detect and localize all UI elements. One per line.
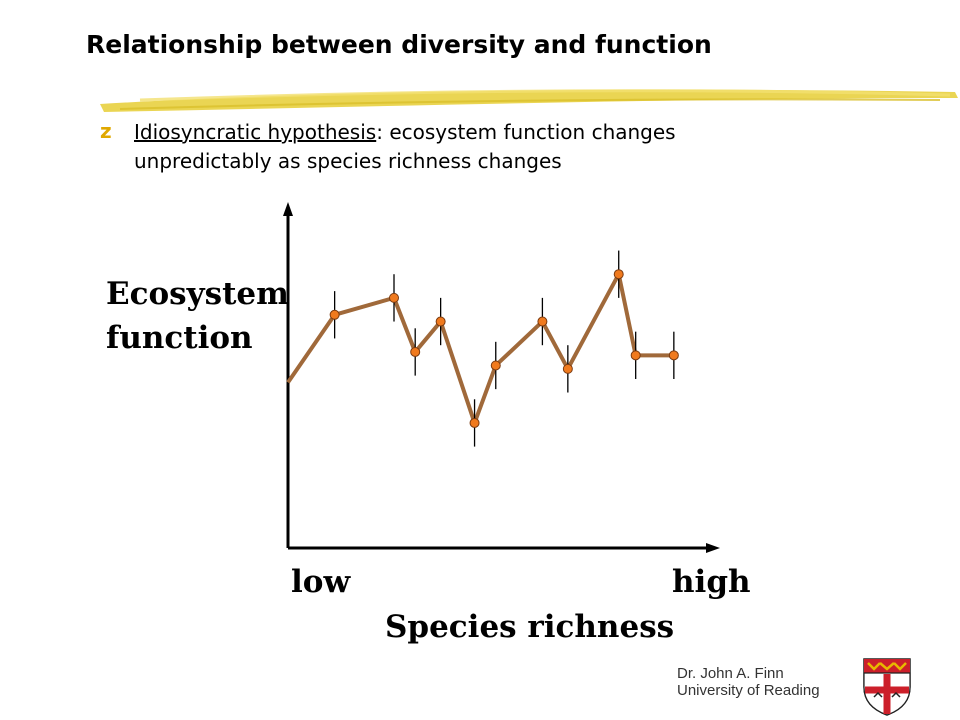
series-line (286, 272, 674, 425)
x-axis-arrow-icon (706, 543, 720, 553)
data-point-9 (613, 269, 624, 280)
data-point-11 (668, 350, 679, 361)
x-axis-high-label: high (672, 564, 751, 600)
data-point-10 (630, 350, 641, 361)
data-point-4 (435, 316, 446, 327)
bullet-line2: unpredictably as species richness change… (134, 149, 562, 173)
data-point-7 (537, 316, 548, 327)
highlight-brush-stroke (100, 89, 958, 112)
y-axis-label-line2: function (106, 320, 253, 356)
author-credit: Dr. John A. Finn University of Reading (677, 665, 820, 699)
data-point-1 (329, 309, 340, 320)
y-axis-label-line1: Ecosystem (106, 276, 289, 312)
bullet-line1-rest: : ecosystem function changes (376, 120, 676, 144)
bullet-text: Idiosyncratic hypothesis: ecosystem func… (134, 118, 914, 176)
y-axis-arrow-icon (283, 202, 293, 216)
university-crest-logo (863, 658, 911, 716)
x-axis-low-label: low (291, 564, 351, 600)
data-point-6 (490, 360, 501, 371)
y-axis-label: Ecosystem function (106, 272, 289, 360)
data-point-3 (410, 346, 421, 357)
slide-title: Relationship between diversity and funct… (86, 30, 712, 59)
hypothesis-term: Idiosyncratic hypothesis (134, 120, 377, 144)
bullet-icon: z (100, 119, 112, 143)
author-name: Dr. John A. Finn (677, 665, 784, 682)
data-point-2 (389, 292, 399, 303)
institution-name: University of Reading (677, 682, 820, 699)
data-point-8 (562, 363, 573, 374)
x-axis-title: Species richness (385, 609, 675, 645)
data-point-5 (469, 417, 480, 428)
